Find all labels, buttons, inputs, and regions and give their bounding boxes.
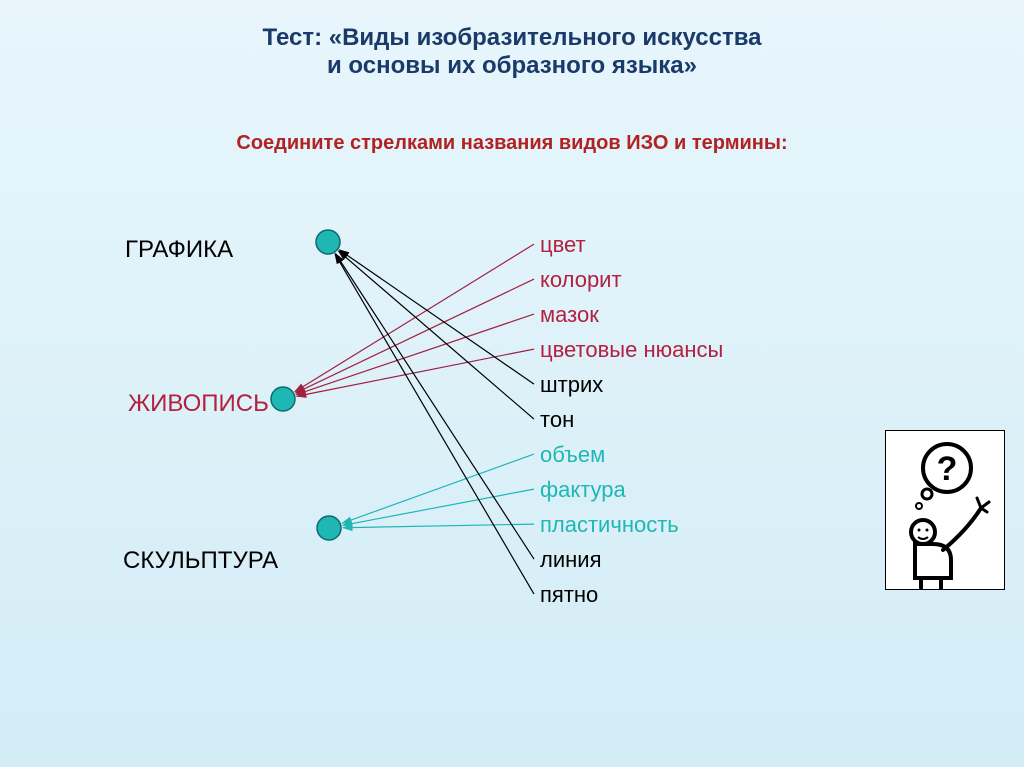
title-line-1: Тест: «Виды изобразительного искусства: [0, 24, 1024, 52]
node-zhivopis: [271, 387, 295, 411]
svg-text:?: ?: [937, 450, 958, 488]
category-label-skulptura: СКУЛЬПТУРА: [123, 547, 278, 575]
category-label-zhivopis: ЖИВОПИСЬ: [128, 390, 269, 418]
term-label-t2: колорит: [540, 267, 622, 293]
term-label-t10: линия: [540, 547, 601, 573]
edge-grafika-t11: [335, 254, 534, 594]
edge-skulptura-t9: [343, 524, 534, 528]
edge-zhivopis-t4: [297, 349, 534, 396]
term-label-t7: объем: [540, 442, 605, 468]
slide: Тест: «Виды изобразительного искусства и…: [0, 0, 1024, 767]
edge-grafika-t5: [340, 250, 534, 384]
question-figure: ?: [885, 430, 1005, 590]
edge-skulptura-t7: [342, 454, 534, 523]
term-label-t4: цветовые нюансы: [540, 337, 723, 363]
term-label-t11: пятно: [540, 582, 598, 608]
term-label-t6: тон: [540, 407, 574, 433]
term-label-t1: цвет: [540, 232, 586, 258]
term-label-t5: штрих: [540, 372, 603, 398]
title-line-2: и основы их образного языка»: [0, 52, 1024, 80]
node-grafika: [316, 230, 340, 254]
category-label-grafika: ГРАФИКА: [125, 236, 233, 264]
edge-skulptura-t8: [343, 489, 534, 525]
term-label-t9: пластичность: [540, 512, 679, 538]
edge-grafika-t10: [336, 254, 534, 559]
edge-zhivopis-t1: [295, 244, 534, 392]
edge-grafika-t6: [339, 251, 534, 419]
edge-zhivopis-t2: [296, 279, 534, 393]
question-mark-icon: ?: [885, 430, 1005, 590]
subtitle: Соедините стрелками названия видов ИЗО и…: [0, 132, 1024, 155]
node-skulptura: [317, 516, 341, 540]
term-label-t8: фактура: [540, 477, 626, 503]
term-label-t3: мазок: [540, 302, 599, 328]
edge-zhivopis-t3: [296, 314, 534, 394]
title: Тест: «Виды изобразительного искусства и…: [0, 24, 1024, 80]
diagram-svg: [0, 0, 1024, 767]
